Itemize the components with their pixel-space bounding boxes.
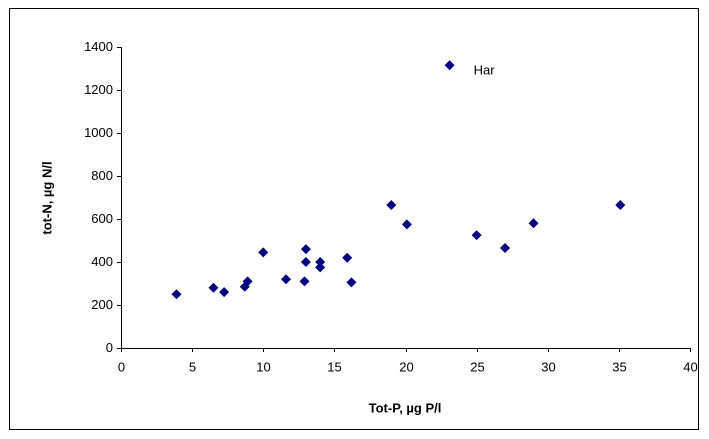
y-tick-label: 1400 (84, 39, 113, 54)
point (242, 276, 253, 287)
y-tick-label: 800 (91, 168, 113, 183)
x-tick-label: 15 (327, 359, 341, 374)
point (281, 274, 292, 285)
point (300, 257, 311, 267)
annotation: Har (474, 63, 496, 78)
x-tick-label: 20 (399, 359, 413, 374)
x-tick-label: 5 (189, 359, 196, 374)
y-tick-label: 1000 (84, 125, 113, 140)
point (346, 277, 357, 288)
x-tick-label: 40 (683, 359, 697, 374)
y-tick-label: 400 (91, 254, 113, 269)
point (258, 247, 269, 258)
point (300, 244, 311, 255)
x-tick-label: 25 (470, 359, 484, 374)
x-axis-label: Tot-P, µg P/l (369, 400, 442, 415)
x-tick-label: 10 (256, 359, 270, 374)
point (219, 287, 230, 298)
x-tick-label: 30 (541, 359, 555, 374)
point (342, 252, 353, 263)
x-tick-label: 35 (612, 359, 626, 374)
y-tick-label: 0 (106, 340, 113, 355)
point (471, 230, 482, 241)
point (386, 200, 397, 211)
point (299, 276, 310, 287)
y-tick-label: 200 (91, 297, 113, 312)
point (500, 243, 511, 254)
point (315, 262, 326, 273)
point (615, 200, 626, 211)
y-tick-label: 1200 (84, 82, 113, 97)
chart-frame (9, 8, 699, 430)
point (315, 257, 326, 267)
point (401, 219, 412, 230)
y-axis-label: tot-N, µg N/l (39, 161, 54, 234)
point (528, 218, 539, 229)
y-tick-label: 600 (91, 211, 113, 226)
x-tick-label: 0 (118, 359, 125, 374)
point (171, 289, 182, 300)
point (444, 60, 455, 71)
point (208, 282, 219, 293)
